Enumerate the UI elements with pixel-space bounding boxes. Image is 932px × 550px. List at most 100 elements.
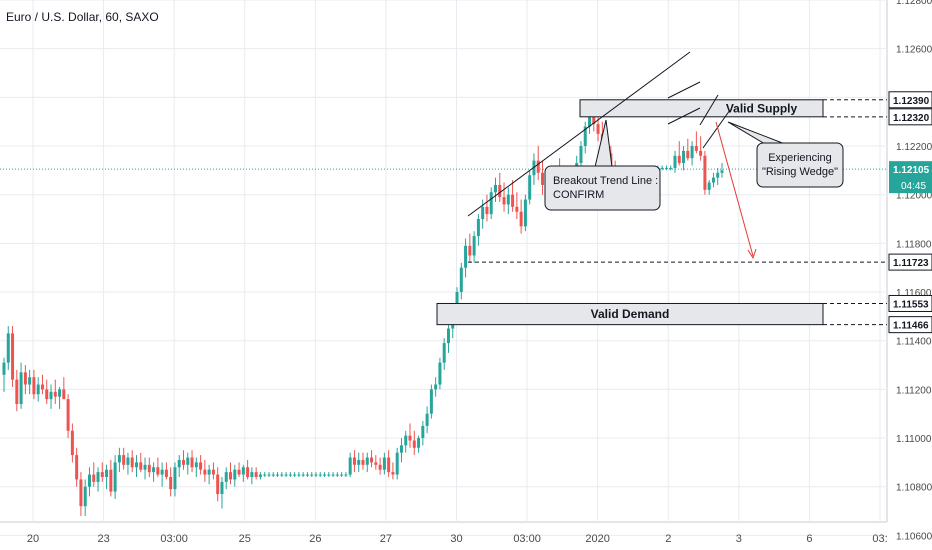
candle-body <box>263 474 267 476</box>
candle-body <box>100 472 104 477</box>
wedge-callout: Experiencing "Rising Wedge" <box>727 121 844 188</box>
candle <box>194 457 198 477</box>
candle-body <box>271 474 275 476</box>
candle <box>583 121 587 154</box>
candle-body <box>2 362 6 375</box>
callout-text: "Rising Wedge" <box>762 166 838 178</box>
candle <box>536 146 540 181</box>
candle-body <box>378 464 382 470</box>
candle <box>134 455 138 477</box>
candle <box>36 377 40 402</box>
current-price-box <box>889 161 932 194</box>
candle-body <box>459 267 463 293</box>
candle <box>139 452 143 473</box>
candle-body <box>23 372 27 385</box>
candle <box>464 238 468 278</box>
price-axis-label: 1.12320 <box>888 108 932 126</box>
projection-arrow <box>715 121 754 257</box>
candle <box>49 384 53 409</box>
candle <box>686 138 690 161</box>
candle-body <box>237 469 241 475</box>
candle-body <box>276 474 280 476</box>
candle <box>541 160 544 195</box>
candle-body <box>596 124 600 134</box>
candle-body <box>147 464 151 473</box>
candle <box>15 369 19 412</box>
candle-body <box>412 440 416 448</box>
candle-body <box>216 474 220 495</box>
candle <box>421 421 425 446</box>
candle <box>340 472 344 477</box>
candle <box>156 457 160 477</box>
candle-body <box>267 474 271 476</box>
price-label-box <box>888 91 932 109</box>
price-label-box <box>888 253 932 271</box>
candle <box>357 452 361 473</box>
candle-body <box>446 328 450 344</box>
candle-body <box>297 474 301 476</box>
candle <box>699 136 703 161</box>
candle-body <box>83 486 87 507</box>
candle-body <box>92 474 96 482</box>
candle-body <box>122 455 126 465</box>
breakout-callout: Breakout Trend Line : CONFIRM <box>544 119 661 211</box>
candle <box>412 430 416 456</box>
candle <box>75 447 79 487</box>
candle-body <box>70 430 74 456</box>
price-axis-label: 1.12390 <box>888 91 932 109</box>
candle-body <box>211 469 215 475</box>
candle <box>237 462 241 477</box>
candle-body <box>502 197 506 205</box>
y-tick-label: 1.11000 <box>896 434 932 445</box>
candle <box>11 326 15 387</box>
channel-line <box>667 107 701 125</box>
price-axis-label: 1.11466 <box>888 316 932 334</box>
candle <box>327 472 331 477</box>
price-axis-bg <box>887 0 932 550</box>
candle <box>417 435 421 453</box>
x-tick-label: 2020 <box>585 533 609 545</box>
candle-body <box>686 150 690 159</box>
candle <box>117 447 121 473</box>
candle-body <box>156 467 160 475</box>
candle <box>511 180 515 212</box>
candle-body <box>220 481 224 495</box>
price-label-text: 1.12320 <box>893 113 930 124</box>
candle-body <box>395 452 399 475</box>
candle <box>677 141 681 166</box>
candle <box>711 172 715 188</box>
candle <box>100 462 104 482</box>
candle <box>224 467 228 490</box>
candle-body <box>583 126 587 147</box>
candle-body <box>429 389 433 414</box>
projection-arrowhead <box>747 248 757 260</box>
candle-body <box>425 413 429 426</box>
candle <box>23 365 27 395</box>
candle-body <box>203 469 207 475</box>
y-tick-label: 1.10600 <box>896 531 932 542</box>
x-tick-label: 20 <box>27 533 39 545</box>
candle-body <box>391 472 395 475</box>
candle-body <box>464 245 468 268</box>
candle <box>352 450 356 473</box>
candle-body <box>536 160 540 173</box>
candle-body <box>177 459 181 468</box>
candle-body <box>720 170 724 173</box>
candle-body <box>126 457 130 465</box>
candle <box>216 467 220 502</box>
y-tick-label: 1.11800 <box>896 239 932 250</box>
candle-body <box>199 462 203 470</box>
candle <box>493 177 497 202</box>
candle-body <box>673 155 677 168</box>
candle-body <box>417 438 421 448</box>
candle-body <box>408 435 412 441</box>
candle-body <box>160 469 164 475</box>
candle <box>374 455 378 470</box>
candle-body <box>519 211 523 227</box>
candle <box>365 452 369 473</box>
candle-body <box>481 206 485 220</box>
candle <box>429 384 433 419</box>
candle-body <box>109 469 113 492</box>
candle <box>301 472 305 477</box>
